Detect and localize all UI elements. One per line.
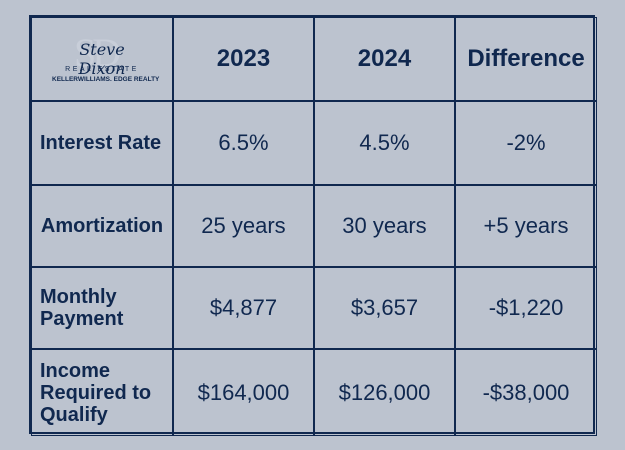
table-cell: 4.5% [314,101,455,185]
row-label-monthly-payment: Monthly Payment [31,267,173,349]
table-cell: $126,000 [314,349,455,436]
table-cell: -$38,000 [455,349,597,436]
row-label-interest-rate: Interest Rate [31,101,173,185]
column-header-difference: Difference [455,17,597,101]
logo-mark: SD Steve Dixon REAL ESTATE KELLERWILLIAM… [52,30,160,88]
row-label-text: Monthly Payment [40,286,123,330]
table-cell: 30 years [314,185,455,267]
table-cell: 6.5% [173,101,314,185]
logo: SD Steve Dixon REAL ESTATE KELLERWILLIAM… [31,17,173,101]
table-cell: $4,877 [173,267,314,349]
table-cell: +5 years [455,185,597,267]
table-cell: $164,000 [173,349,314,436]
comparison-table: SD Steve Dixon REAL ESTATE KELLERWILLIAM… [29,15,597,436]
table-cell: -$1,220 [455,267,597,349]
row-label-amortization: Amortization [31,185,173,267]
row-label-line: Monthly [40,286,117,308]
row-label-line: Income [40,359,111,382]
row-label-line: Payment [40,308,124,330]
table-cell: -2% [455,101,597,185]
column-header-2024: 2024 [314,17,455,101]
row-label-line: Required to [40,381,152,404]
table-cell: $3,657 [314,267,455,349]
logo-subtitle: REAL ESTATE [65,66,139,73]
column-header-2023: 2023 [173,17,314,101]
table-cell: 25 years [173,185,314,267]
logo-name: Steve Dixon [78,40,126,78]
logo-brand: KELLERWILLIAMS. EDGE REALTY [52,76,160,83]
logo-monogram: SD [74,30,121,75]
row-label-text: Income Required to Qualify [40,360,151,426]
row-label-line: Qualify [40,403,108,426]
row-label-income-required: Income Required to Qualify [31,349,173,436]
